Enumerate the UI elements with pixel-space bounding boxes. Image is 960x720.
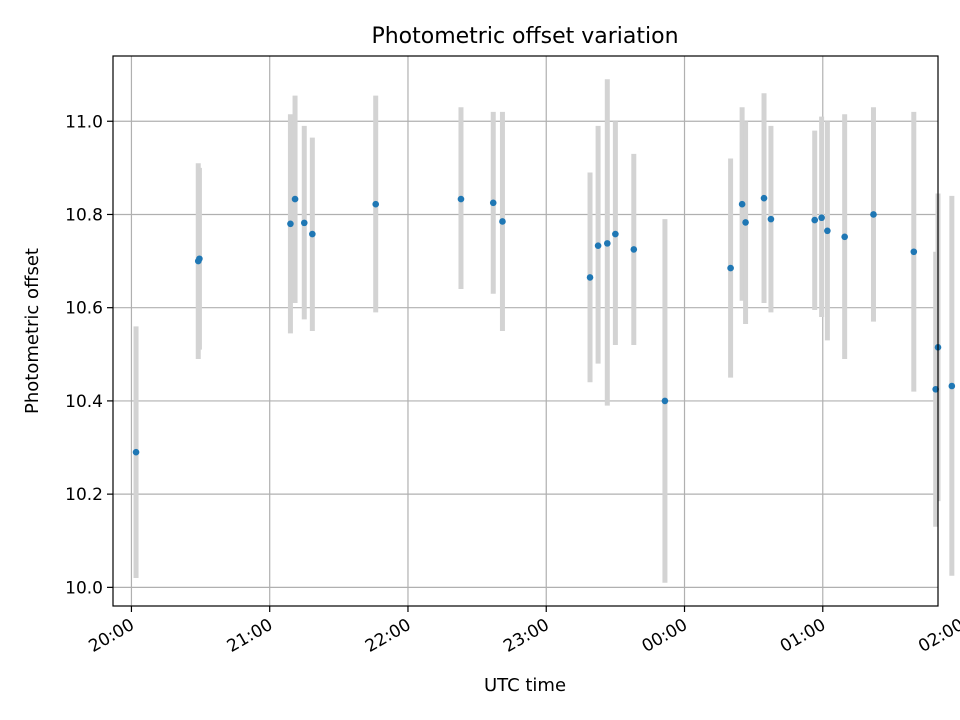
- y-tick-label: 10.0: [65, 578, 103, 598]
- data-point: [630, 246, 638, 253]
- data-point: [372, 200, 380, 208]
- y-tick-label: 10.2: [65, 485, 103, 505]
- plot-frame: [112, 55, 939, 607]
- data-point: [738, 200, 746, 208]
- data-point: [309, 230, 316, 238]
- data-point: [727, 264, 734, 272]
- y-tick-label: 10.6: [65, 299, 103, 319]
- y-axis-label: Photometric offset: [22, 248, 43, 414]
- data-point: [661, 397, 669, 405]
- data-point: [767, 215, 775, 223]
- data-point: [811, 216, 819, 224]
- data-point: [300, 219, 308, 227]
- data-point: [489, 199, 497, 207]
- data-point: [594, 242, 602, 250]
- data-point: [818, 214, 825, 222]
- y-tick-label: 10.4: [65, 392, 103, 412]
- data-point: [910, 248, 918, 256]
- data-point: [824, 227, 831, 235]
- data-point: [132, 448, 140, 456]
- data-point: [457, 195, 465, 203]
- data-point: [586, 274, 594, 281]
- data-point: [499, 218, 506, 225]
- data-point: [287, 220, 294, 228]
- data-point: [932, 385, 939, 393]
- y-tick-label: 11.0: [65, 112, 103, 132]
- chart-title: Photometric offset variation: [371, 24, 678, 49]
- data-points: [132, 194, 956, 456]
- data-point: [196, 255, 203, 263]
- data-point: [948, 382, 956, 390]
- plot-area: [113, 56, 938, 606]
- data-point: [760, 194, 768, 202]
- data-point: [870, 211, 877, 218]
- y-tick-label: 10.8: [65, 205, 103, 225]
- data-point: [604, 240, 611, 247]
- data-point: [612, 230, 619, 238]
- data-point: [291, 195, 299, 203]
- data-point: [841, 233, 848, 241]
- x-axis-label: UTC time: [484, 675, 566, 696]
- data-point: [742, 219, 749, 226]
